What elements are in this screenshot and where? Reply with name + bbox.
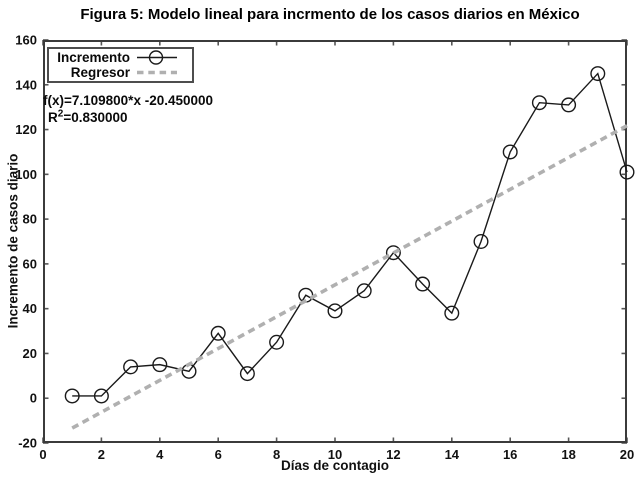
legend: Incremento Regresor [47, 47, 194, 83]
data-point-marker [385, 245, 401, 261]
data-point-marker [152, 357, 168, 373]
data-point-marker [269, 334, 285, 350]
legend-label-regresor: Regresor [70, 65, 130, 81]
data-point-marker [415, 276, 431, 292]
legend-item-incremento: Incremento [49, 50, 177, 65]
y-tick-label: 20 [23, 346, 37, 361]
plot-frame [43, 40, 627, 443]
y-axis-label: Incremento de casos diario [5, 153, 21, 329]
x-tick-label: 4 [156, 447, 164, 462]
data-point-marker [210, 325, 226, 341]
data-point-marker [239, 366, 255, 382]
y-tick-label: 100 [15, 167, 37, 182]
figure-title: Figura 5: Modelo lineal para incrmento d… [80, 6, 580, 23]
y-tick-label: 140 [15, 77, 37, 92]
x-tick-label: 14 [445, 447, 460, 462]
data-point-marker [590, 66, 606, 82]
y-tick-label: -20 [18, 436, 37, 451]
data-point-marker [561, 97, 577, 113]
dashed-line-sample-icon [137, 71, 177, 75]
y-tick-label: 60 [23, 256, 37, 271]
x-tick-label: 8 [273, 447, 280, 462]
solid-line-circle-sample-icon [137, 49, 177, 65]
x-tick-label: 20 [620, 447, 634, 462]
x-tick-label: 18 [561, 447, 575, 462]
y-tick-label: 80 [23, 212, 37, 227]
y-tick-label: 120 [15, 122, 37, 137]
incremento-series-line [72, 72, 628, 397]
r-squared-text: R2=0.830000 [43, 109, 213, 126]
regression-annotation: f(x)=7.109800*x -20.450000 R2=0.830000 [43, 92, 213, 126]
y-tick-label: 0 [30, 391, 37, 406]
data-point-marker [64, 388, 80, 404]
x-axis-label: Días de contagio [280, 458, 390, 473]
data-point-marker [327, 303, 343, 319]
x-tick-label: 0 [39, 447, 46, 462]
x-tick-label: 2 [98, 447, 105, 462]
y-tick-label: 160 [15, 33, 37, 48]
data-point-marker [93, 388, 109, 404]
x-tick-label: 16 [503, 447, 517, 462]
legend-item-regresor: Regresor [49, 65, 177, 80]
legend-label-incremento: Incremento [57, 49, 130, 65]
x-tick-label: 6 [215, 447, 222, 462]
equation-text: f(x)=7.109800*x -20.450000 [43, 93, 214, 108]
x-tick-label: 12 [386, 447, 400, 462]
y-tick-label: 40 [23, 301, 37, 316]
data-point-marker [502, 144, 518, 160]
r-value: =0.830000 [63, 110, 128, 125]
data-point-marker [356, 283, 372, 299]
r-base: R [48, 110, 58, 125]
data-point-marker [444, 305, 460, 321]
x-tick-label: 10 [328, 447, 342, 462]
regresor-regression-line [71, 124, 628, 430]
data-point-marker [531, 95, 547, 111]
data-point-marker [123, 359, 139, 375]
data-point-marker [619, 164, 635, 180]
r-exponent: 2 [57, 108, 64, 120]
data-point-marker [473, 233, 489, 249]
